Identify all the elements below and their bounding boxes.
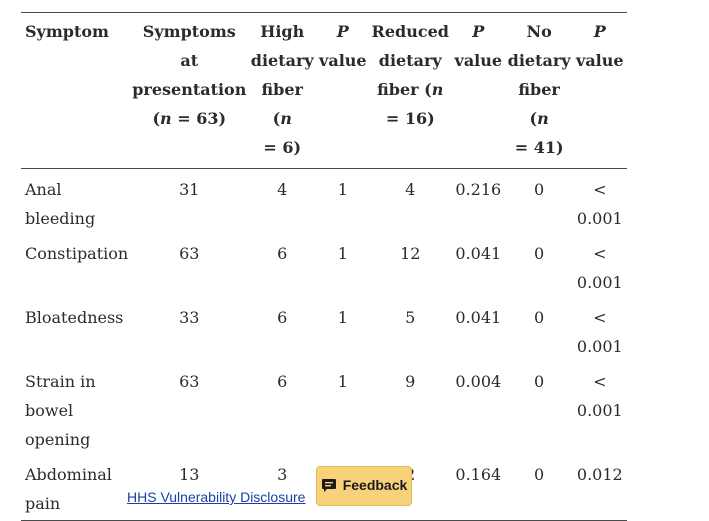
cell-presentation: 63 (179, 244, 200, 263)
table-row: Constipation 63 6 1 12 0.041 0 < 0.001 (21, 235, 627, 299)
cell-p-none: < 0.001 (576, 244, 623, 292)
cell-reduced: 5 (405, 308, 416, 327)
header-high-line2: dietary (250, 51, 314, 70)
header-high-line1: High (260, 22, 305, 41)
cell-high: 6 (277, 244, 288, 263)
header-p-none: P value (572, 13, 627, 169)
header-reduced-line3: fiber ( (377, 80, 432, 99)
feedback-label: Feedback (342, 477, 408, 493)
header-presentation-line2: at (180, 51, 199, 70)
header-none-count: = 41) (514, 138, 564, 157)
cell-high: 3 (277, 465, 288, 484)
cell-p-reduced: 0.041 (455, 244, 502, 263)
table-header: Symptom Symptoms at presentation (n = 63… (21, 13, 627, 169)
header-row: Symptom Symptoms at presentation (n = 63… (21, 13, 627, 169)
cell-none: 0 (534, 244, 545, 263)
table-row: Strain in bowel opening 63 6 1 9 0.004 0… (21, 363, 627, 456)
header-p-high: P value (316, 13, 370, 169)
cell-p-high: 1 (337, 372, 348, 391)
header-p-none-letter: P (593, 22, 606, 41)
header-p-high-letter: P (336, 22, 349, 41)
header-high-line3: fiber ( (261, 80, 303, 128)
feedback-button[interactable]: Feedback (316, 466, 412, 506)
header-p-reduced: P value (450, 13, 506, 169)
cell-high: 6 (277, 372, 288, 391)
header-presentation-line3: presentation (132, 80, 247, 99)
header-presentation-n: n (160, 109, 172, 128)
cell-p-high: 1 (337, 244, 348, 263)
cell-p-none: 0.012 (576, 465, 623, 484)
cell-p-reduced: 0.164 (455, 465, 502, 484)
header-symptom: Symptom (21, 13, 131, 169)
header-presentation: Symptoms at presentation (n = 63) (130, 13, 249, 169)
table-body: Anal bleeding 31 4 1 4 0.216 0 < 0.001 C… (21, 169, 627, 521)
header-reduced-fiber: Reduced dietary fiber (n = 16) (369, 13, 451, 169)
hhs-vulnerability-disclosure-link[interactable]: HHS Vulnerability Disclosure (127, 489, 306, 505)
cell-none: 0 (534, 308, 545, 327)
symptom-table: Symptom Symptoms at presentation (n = 63… (21, 13, 627, 520)
header-presentation-line1: Symptoms (142, 22, 236, 41)
cell-symptom: Strain in bowel opening (25, 372, 96, 449)
cell-none: 0 (534, 465, 545, 484)
cell-high: 6 (277, 308, 288, 327)
cell-reduced: 12 (400, 244, 421, 263)
cell-p-none: < 0.001 (576, 308, 623, 356)
cell-symptom: Abdominal pain (25, 465, 112, 513)
header-none-n: n (537, 109, 549, 128)
cell-presentation: 31 (179, 180, 200, 199)
cell-symptom: Bloatedness (25, 308, 124, 327)
cell-symptom: Anal bleeding (25, 180, 96, 228)
data-table-container: Symptom Symptoms at presentation (n = 63… (21, 12, 627, 521)
header-reduced-count: = 16) (385, 109, 435, 128)
header-high-n: n (280, 109, 292, 128)
cell-p-none: < 0.001 (576, 180, 623, 228)
cell-reduced: 4 (405, 180, 416, 199)
cell-high: 4 (277, 180, 288, 199)
chat-bubble-icon (321, 477, 337, 493)
cell-reduced: 9 (405, 372, 416, 391)
table-row: Anal bleeding 31 4 1 4 0.216 0 < 0.001 (21, 169, 627, 236)
cell-presentation: 63 (179, 372, 200, 391)
table-row: Bloatedness 33 6 1 5 0.041 0 < 0.001 (21, 299, 627, 363)
cell-presentation: 13 (179, 465, 200, 484)
header-reduced-line2: dietary (378, 51, 442, 70)
cell-symptom: Constipation (25, 244, 129, 263)
cell-p-reduced: 0.041 (455, 308, 502, 327)
header-p-reduced-label: value (454, 51, 503, 70)
header-high-fiber: High dietary fiber (n = 6) (248, 13, 317, 169)
cell-p-reduced: 0.216 (455, 180, 502, 199)
cell-p-high: 1 (337, 308, 348, 327)
header-p-high-label: value (319, 51, 367, 70)
cell-none: 0 (534, 372, 545, 391)
cell-p-none: < 0.001 (576, 372, 623, 420)
header-p-none-label: value (576, 51, 624, 70)
header-p-reduced-letter: P (472, 22, 485, 41)
header-none-line2: dietary (507, 51, 571, 70)
cell-presentation: 33 (179, 308, 200, 327)
cell-p-high: 1 (337, 180, 348, 199)
header-none-line1: No (526, 22, 552, 41)
header-reduced-n: n (431, 80, 444, 99)
header-high-count: = 6) (263, 138, 302, 157)
cell-p-reduced: 0.004 (455, 372, 502, 391)
header-presentation-paren: ( (152, 109, 161, 128)
header-reduced-line1: Reduced (371, 22, 449, 41)
header-presentation-count: = 63) (171, 109, 227, 128)
header-none-line3: fiber ( (518, 80, 560, 128)
cell-none: 0 (534, 180, 545, 199)
header-no-fiber: No dietary fiber (n = 41) (505, 13, 573, 169)
